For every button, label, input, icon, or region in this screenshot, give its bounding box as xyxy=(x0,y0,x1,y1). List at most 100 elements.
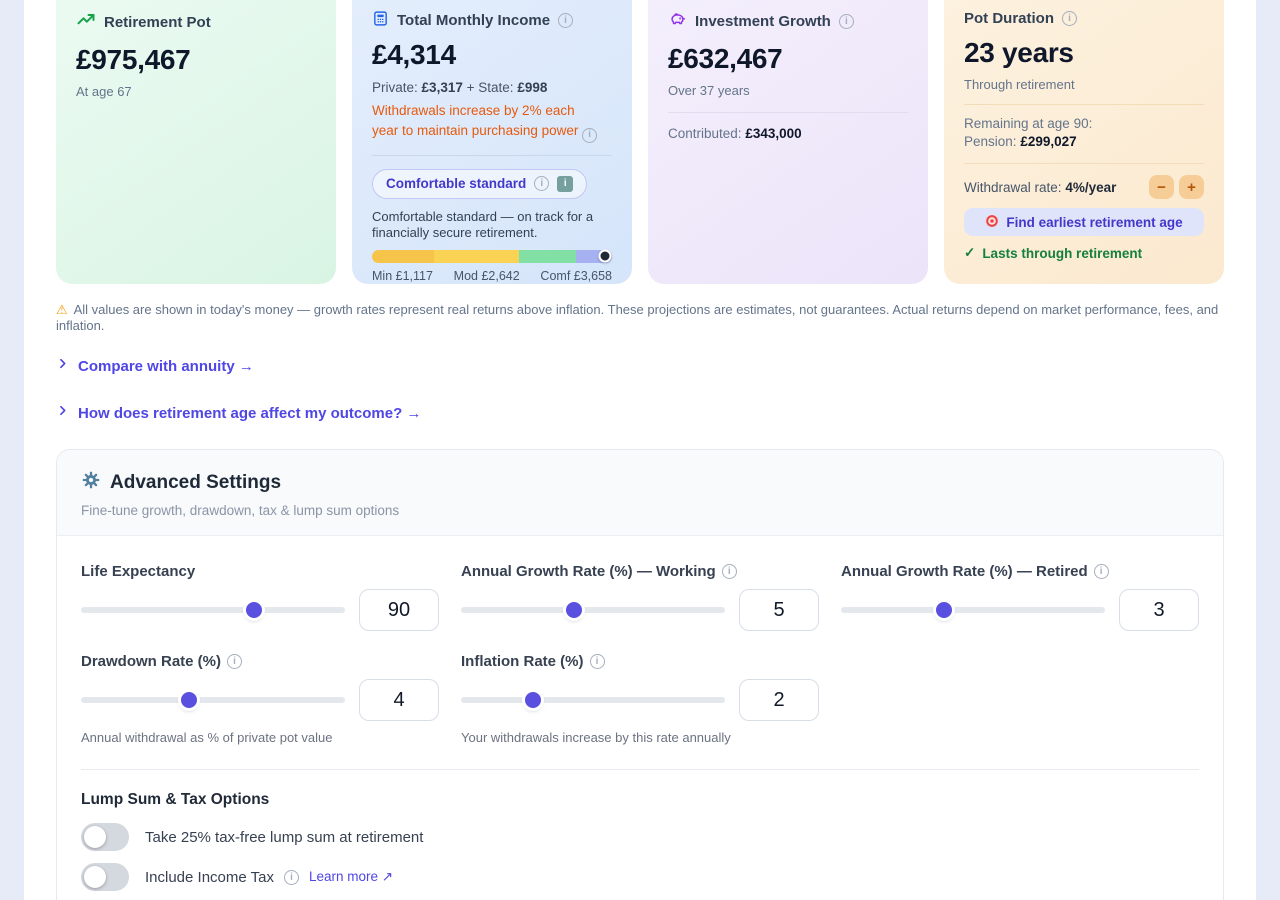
duration-subtitle: Through retirement xyxy=(964,77,1075,92)
slider-thumb[interactable] xyxy=(935,602,952,618)
inflation-rate-slider[interactable] xyxy=(461,679,725,721)
income-value: £4,314 xyxy=(372,39,456,70)
info-square-icon[interactable] xyxy=(557,175,574,192)
lump-sum-toggle-row: Take 25% tax-free lump sum at retirement xyxy=(81,823,1199,851)
inflation-rate-input[interactable]: 2 xyxy=(739,679,819,721)
card-title: Total Monthly Income xyxy=(397,12,551,29)
target-icon xyxy=(985,214,999,231)
pot-lasts-status: ✓ Lasts through retirement xyxy=(964,245,1143,261)
toggle-knob xyxy=(84,826,106,848)
chevron-right-icon xyxy=(56,404,69,422)
growth-rate-working-field: Annual Growth Rate (%) — Working 5 xyxy=(461,563,819,631)
growth-working-slider[interactable] xyxy=(461,589,725,631)
income-tax-toggle[interactable] xyxy=(81,863,129,891)
slider-thumb[interactable] xyxy=(525,692,542,708)
chevron-right-icon xyxy=(56,357,69,375)
band-segment xyxy=(434,249,519,263)
divider xyxy=(668,112,908,113)
info-icon[interactable] xyxy=(558,13,574,28)
life-expectancy-slider[interactable] xyxy=(81,589,345,631)
decrease-withdrawal-button[interactable]: − xyxy=(1149,175,1174,199)
slider-track[interactable] xyxy=(841,607,1105,613)
withdrawal-stepper: − + xyxy=(1149,175,1204,199)
info-icon[interactable] xyxy=(1062,11,1077,26)
field-label: Annual Growth Rate (%) — Retired xyxy=(841,563,1088,580)
card-title: Retirement Pot xyxy=(104,13,211,31)
info-icon[interactable] xyxy=(589,654,605,669)
plus-sign: + xyxy=(466,80,475,95)
contributed-line: Contributed: £343,000 xyxy=(668,126,908,141)
pot-value: £975,467 xyxy=(76,44,191,75)
contributed-label: Contributed: xyxy=(668,126,742,141)
learn-more-link[interactable]: Learn more ↗ xyxy=(308,869,394,884)
monthly-income-card: Total Monthly Income £4,314 Private: £3,… xyxy=(352,0,632,284)
growth-retired-slider[interactable] xyxy=(841,589,1105,631)
pot-duration-card: Pot Duration 23 years Through retirement… xyxy=(944,0,1224,284)
lump-sum-heading: Lump Sum & Tax Options xyxy=(81,791,270,808)
info-icon[interactable] xyxy=(283,869,299,885)
info-icon[interactable] xyxy=(1093,564,1109,579)
band-scale-labels: Min £1,117 Mod £2,642 Comf £3,658 xyxy=(372,269,612,283)
drawdown-rate-slider[interactable] xyxy=(81,679,345,721)
pension-value: £299,027 xyxy=(1020,134,1077,149)
investment-growth-card: Investment Growth £632,467 Over 37 years… xyxy=(648,0,928,284)
gear-icon xyxy=(81,470,101,496)
retirement-age-outcome-link[interactable]: How does retirement age affect my outcom… xyxy=(56,404,1224,422)
toggle-label: Take 25% tax-free lump sum at retirement xyxy=(145,828,424,846)
inflation-rate-field: Inflation Rate (%) 2 Your withdrawals in… xyxy=(461,653,819,745)
withdrawal-rate-row: Withdrawal rate: 4%/year − + xyxy=(964,175,1204,199)
withdrawal-rate-value: 4%/year xyxy=(1065,179,1117,195)
income-position-dot xyxy=(598,249,612,263)
contributed-value: £343,000 xyxy=(745,126,802,141)
field-hint: Your withdrawals increase by this rate a… xyxy=(461,730,731,745)
lump-sum-toggle[interactable] xyxy=(81,823,129,851)
advanced-settings-subtitle: Fine-tune growth, drawdown, tax & lump s… xyxy=(81,503,400,518)
card-header: Total Monthly Income xyxy=(372,10,612,31)
remaining-label: Remaining at age 90: xyxy=(964,116,1093,131)
life-expectancy-field: Life Expectancy 90 xyxy=(81,563,439,631)
withdrawal-inflation-warning: Withdrawals increase by 2% each year to … xyxy=(372,101,602,143)
slider-thumb[interactable] xyxy=(245,602,262,618)
divider xyxy=(81,769,1199,770)
info-icon[interactable] xyxy=(227,654,243,669)
state-value: £998 xyxy=(517,80,548,95)
summary-cards-row: Retirement Pot £975,467 At age 67 Total … xyxy=(56,0,1224,284)
private-value: £3,317 xyxy=(421,80,463,95)
drawdown-rate-input[interactable]: 4 xyxy=(359,679,439,721)
band-segment xyxy=(372,249,435,263)
content-surface: Retirement Pot £975,467 At age 67 Total … xyxy=(24,0,1256,900)
info-icon[interactable] xyxy=(838,14,854,29)
sliders-grid: Life Expectancy 90 Ann xyxy=(81,563,1199,745)
growth-rate-retired-field: Annual Growth Rate (%) — Retired 3 xyxy=(841,563,1199,631)
info-icon[interactable] xyxy=(534,176,550,191)
scale-comf-label: Comf £3,658 xyxy=(540,268,612,283)
growth-retired-input[interactable]: 3 xyxy=(1119,589,1199,631)
increase-withdrawal-button[interactable]: + xyxy=(1179,175,1204,199)
projection-disclaimer: ⚠ All values are shown in today's money … xyxy=(56,302,1219,333)
growth-value: £632,467 xyxy=(668,43,783,74)
find-earliest-retirement-button[interactable]: Find earliest retirement age xyxy=(964,208,1204,236)
card-header: Investment Growth xyxy=(668,10,908,33)
slider-track[interactable] xyxy=(81,697,345,703)
retirement-pot-card: Retirement Pot £975,467 At age 67 xyxy=(56,0,336,284)
field-label: Annual Growth Rate (%) — Working xyxy=(461,563,716,580)
life-expectancy-input[interactable]: 90 xyxy=(359,589,439,631)
slider-track[interactable] xyxy=(81,607,345,613)
slider-track[interactable] xyxy=(461,607,725,613)
check-icon: ✓ xyxy=(964,245,976,260)
remaining-at-90-line: Remaining at age 90: Pension: £299,027 xyxy=(964,115,1204,151)
growth-working-input[interactable]: 5 xyxy=(739,589,819,631)
drawdown-rate-field: Drawdown Rate (%) 4 Annual withdrawal as… xyxy=(81,653,439,745)
field-label: Inflation Rate (%) xyxy=(461,653,584,670)
info-icon[interactable] xyxy=(721,564,737,579)
card-title: Investment Growth xyxy=(695,13,831,30)
state-label: State: xyxy=(478,80,514,95)
compare-annuity-link[interactable]: Compare with annuity → xyxy=(56,357,1224,375)
slider-thumb[interactable] xyxy=(565,602,582,618)
info-icon[interactable] xyxy=(582,127,598,143)
slider-thumb[interactable] xyxy=(180,692,197,708)
advanced-settings-panel: Advanced Settings Fine-tune growth, draw… xyxy=(56,449,1224,900)
slider-track[interactable] xyxy=(461,697,725,703)
advanced-settings-header: Advanced Settings Fine-tune growth, draw… xyxy=(57,450,1223,536)
